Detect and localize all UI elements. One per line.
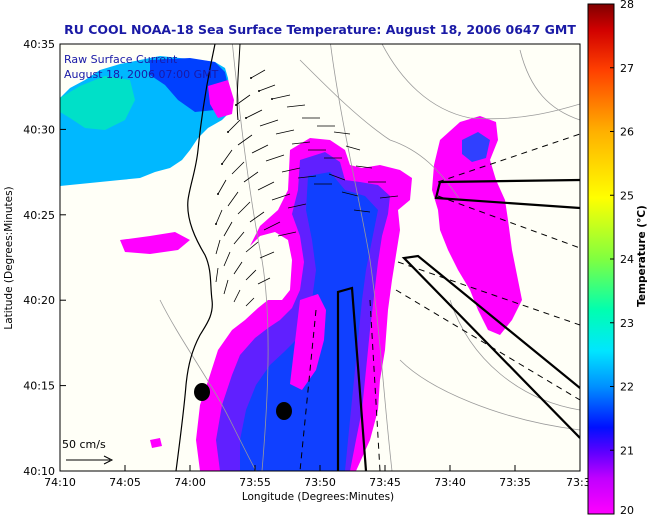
colorbar-tick: 28 (620, 0, 634, 11)
map-title: RU COOL NOAA-18 Sea Surface Temperature:… (64, 22, 576, 37)
x-tick-label: 73:55 (239, 476, 271, 489)
sst-speck-southwest (150, 438, 162, 448)
y-axis-label: Latitude (Degrees:Minutes) (3, 186, 15, 329)
x-axis-label: Longitude (Degrees:Minutes) (242, 491, 394, 503)
y-tick-label: 40:25 (23, 209, 55, 222)
sst-fragment-west (120, 232, 190, 254)
y-tick-label: 40:35 (23, 38, 55, 51)
colorbar-tick: 25 (620, 189, 634, 202)
y-tick-label: 40:30 (23, 123, 55, 136)
surface-current-vectors (215, 69, 399, 307)
legend-line1: Raw Surface Current (64, 53, 178, 66)
x-tick-label: 73:50 (304, 476, 336, 489)
y-tick-label: 40:15 (23, 380, 55, 393)
scale-arrow-head (103, 455, 114, 465)
y-tick-label: 40:20 (23, 294, 55, 307)
colorbar-tick: 21 (620, 444, 634, 457)
x-tick-label: 73:45 (369, 476, 401, 489)
x-tick-label: 74:05 (109, 476, 141, 489)
sst-plume-warm-streak (290, 294, 326, 390)
colorbar-tick: 26 (620, 126, 634, 139)
colorbar-tick: 23 (620, 317, 634, 330)
x-tick-label: 73:35 (499, 476, 531, 489)
colorbar-tick: 20 (620, 504, 634, 517)
x-tick-label: 73:3 (566, 476, 591, 489)
x-axis: 74:10 74:05 74:00 73:55 73:50 73:45 73:4… (44, 465, 591, 489)
x-tick-label: 74:00 (174, 476, 206, 489)
colorbar-tick: 24 (620, 253, 634, 266)
legend-line2: August 18, 2006 07:00 GMT (64, 68, 219, 81)
plot-area: Raw Surface Current August 18, 2006 07:0… (60, 44, 580, 471)
colorbar-tick: 27 (620, 62, 634, 75)
colorbar-tick: 22 (620, 381, 634, 394)
shipping-lane-solid (336, 178, 580, 471)
coastline-bay (236, 44, 241, 121)
sst-patch-east-cold (462, 132, 490, 162)
x-tick-label: 74:10 (44, 476, 76, 489)
coastline (175, 44, 216, 471)
sst-patch-east (432, 116, 522, 335)
sst-edge-northwest (208, 80, 234, 118)
bathymetry-contours (159, 44, 580, 471)
colorbar: 28 27 26 25 24 23 22 21 20 Temperature (… (587, 0, 648, 517)
buoy-marker-west (194, 383, 210, 401)
buoy-marker-east (276, 402, 292, 420)
scale-label: 50 cm/s (62, 438, 106, 451)
y-axis: 40:35 40:30 40:25 40:20 40:15 40:10 (23, 38, 66, 478)
shipping-lane-dashed (299, 133, 580, 471)
y-tick-label: 40:10 (23, 465, 55, 478)
colorbar-label: Temperature (°C) (636, 205, 648, 307)
colorbar-scale (587, 3, 615, 515)
sst-patch-northwest-warm (60, 76, 135, 130)
current-vector-heads (215, 77, 273, 225)
x-tick-label: 73:40 (434, 476, 466, 489)
